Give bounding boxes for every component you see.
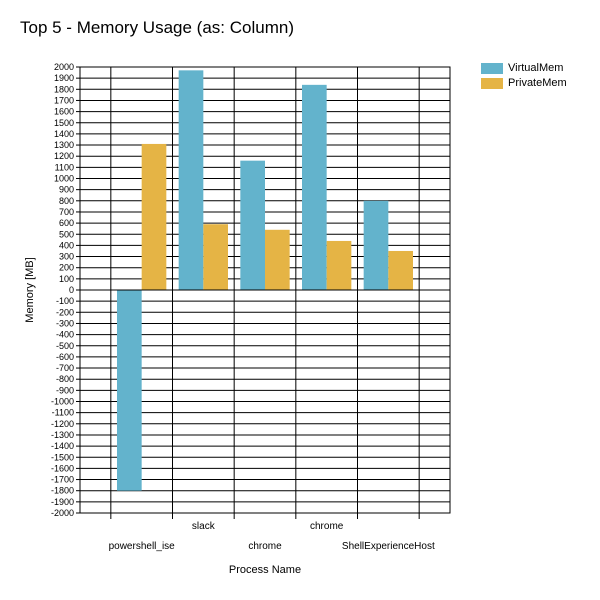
y-tick-label: 1600 xyxy=(54,107,74,117)
legend: VirtualMem PrivateMem xyxy=(481,61,567,91)
y-tick-label: -1400 xyxy=(51,441,74,451)
y-tick-label: 1500 xyxy=(54,118,74,128)
y-tick-label: 300 xyxy=(59,252,74,262)
bar-privatemem xyxy=(141,143,167,290)
y-tick-label: 200 xyxy=(59,263,74,273)
y-tick-label: 1700 xyxy=(54,95,74,105)
x-category-label: powershell_ise xyxy=(109,541,176,552)
y-tick-label: 1300 xyxy=(54,140,74,150)
y-tick-label: -700 xyxy=(56,363,74,373)
y-tick-label: -1900 xyxy=(51,497,74,507)
y-tick-label: -1200 xyxy=(51,419,74,429)
y-tick-label: -900 xyxy=(56,385,74,395)
x-axis-title: Process Name xyxy=(229,564,301,576)
y-tick-label: 100 xyxy=(59,274,74,284)
y-tick-label: 1800 xyxy=(54,84,74,94)
y-tick-label: -1500 xyxy=(51,452,74,462)
y-tick-label: 2000 xyxy=(54,62,74,72)
bar-virtualmem xyxy=(178,70,204,290)
y-tick-label: 400 xyxy=(59,240,74,250)
y-tick-label: 1200 xyxy=(54,151,74,161)
x-category-label: ShellExperienceHost xyxy=(342,541,435,552)
y-tick-label: -800 xyxy=(56,374,74,384)
y-tick-label: -500 xyxy=(56,341,74,351)
y-tick-label: 1100 xyxy=(55,162,74,172)
bar-virtualmem xyxy=(117,290,142,491)
y-tick-label: 800 xyxy=(59,196,74,206)
legend-swatch-virtualmem xyxy=(481,62,503,74)
y-tick-label: -300 xyxy=(56,318,74,328)
legend-swatch-privatemem xyxy=(481,77,503,89)
y-tick-label: 1000 xyxy=(54,174,74,184)
legend-label-virtualmem: VirtualMem xyxy=(508,62,564,74)
bar-privatemem xyxy=(388,250,413,290)
bar-privatemem xyxy=(203,224,228,290)
x-category-labels: powershell_ise slack chrome chrome ShellExpe… xyxy=(109,521,435,552)
bar-virtualmem xyxy=(240,160,265,290)
bar-privatemem xyxy=(265,229,290,290)
plot-frame xyxy=(79,66,451,514)
bars xyxy=(117,70,413,491)
chart-title: Top 5 - Memory Usage (as: Column) xyxy=(20,18,294,37)
y-tick-label: -400 xyxy=(56,330,74,340)
legend-item-virtualmem: VirtualMem xyxy=(481,61,567,75)
y-tick-label: 500 xyxy=(59,229,74,239)
x-category-label: slack xyxy=(192,521,216,532)
y-tick-label: 1400 xyxy=(54,129,74,139)
y-tick-label: -600 xyxy=(56,352,74,362)
bar-virtualmem xyxy=(302,84,327,290)
bar-virtualmem xyxy=(363,200,389,290)
y-tick-label: 700 xyxy=(59,207,74,217)
y-axis-title: Memory [MB] xyxy=(24,257,36,322)
y-tick-label: -1100 xyxy=(52,408,74,418)
bar-privatemem xyxy=(326,240,352,290)
x-category-label: chrome xyxy=(248,541,282,552)
y-tick-label: -1800 xyxy=(51,486,74,496)
y-tick-label: -1300 xyxy=(51,430,74,440)
y-tick-label: 1900 xyxy=(54,73,74,83)
y-tick-label: -1000 xyxy=(51,397,74,407)
y-tick-label: 600 xyxy=(59,218,74,228)
y-tick-labels: -2000-1900-1800-1700-1600-1500-1400-1300… xyxy=(51,62,74,518)
y-tick-label: 900 xyxy=(59,185,74,195)
plot-border xyxy=(79,66,451,514)
x-category-label: chrome xyxy=(310,521,344,532)
y-tick-label: -2000 xyxy=(51,508,74,518)
legend-item-privatemem: PrivateMem xyxy=(481,76,567,90)
y-tick-label: -1600 xyxy=(51,463,74,473)
y-tick-label: -100 xyxy=(56,296,74,306)
legend-label-privatemem: PrivateMem xyxy=(508,77,567,89)
y-tick-label: -200 xyxy=(56,307,74,317)
y-tick-label: -1700 xyxy=(51,475,74,485)
y-tick-label: 0 xyxy=(69,285,74,295)
